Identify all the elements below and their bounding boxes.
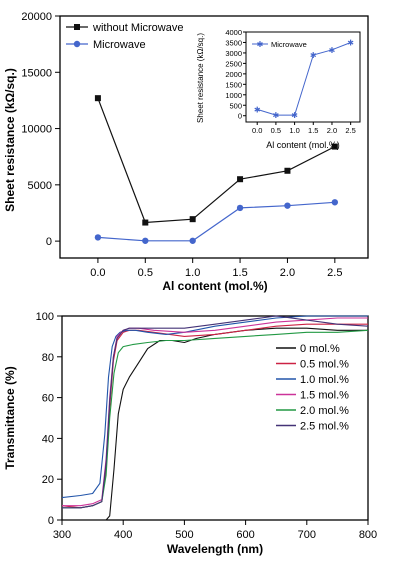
bottom-plot-frame [61, 315, 369, 521]
top-x-tick-label: 1.0 [185, 267, 200, 279]
inset-y-tick-label: 2500 [225, 59, 242, 68]
inset-data-point-star: ✱ [310, 51, 317, 60]
bottom-y-tick-label: 80 [42, 352, 54, 364]
bottom-x-axis-title: Wavelength (nm) [167, 542, 263, 556]
legend-label-without-microwave: without Microwave [92, 22, 183, 34]
bottom-legend-label: 2.0 mol.% [300, 405, 349, 417]
bottom-x-tick-label: 300 [53, 529, 71, 541]
bottom-x-tick-label: 600 [236, 529, 254, 541]
top-y-tick-label: 15000 [21, 67, 52, 79]
bottom-chart: 300 400 500 600 700 800 0 20 40 60 80 100 Wavelengt… [3, 311, 377, 556]
top-data-point-square [142, 219, 149, 226]
inset-y-tick-label: 500 [229, 101, 242, 110]
bottom-legend-label: 0.5 mol.% [300, 359, 349, 371]
inset-y-tick-label: 0 [238, 112, 242, 121]
bottom-y-tick-label: 100 [36, 311, 54, 323]
inset-legend-label: Microwave [271, 40, 307, 49]
bottom-x-tick-label: 500 [175, 529, 193, 541]
inset-y-tick-label: 3000 [225, 49, 242, 58]
top-x-tick-label: 0.0 [90, 267, 105, 279]
inset-x-tick-label: 0.5 [271, 126, 281, 135]
top-data-point-square [284, 167, 291, 174]
legend-marker-without-microwave [74, 24, 80, 30]
inset-y-tick-label: 1000 [225, 91, 242, 100]
bottom-series-line-0 [62, 327, 368, 521]
top-y-tick-label: 5000 [28, 180, 52, 192]
inset-x-tick-label: 0.0 [252, 126, 262, 135]
bottom-series-line-5 [62, 315, 369, 509]
top-legend: without Microwave Microwave [66, 22, 183, 51]
bottom-y-tick-label: 40 [42, 433, 54, 445]
top-data-point-circle [236, 204, 244, 212]
top-x-axis-title: Al content (mol.%) [162, 279, 267, 293]
inset-x-tick-label: 2.0 [327, 126, 337, 135]
inset-x-tick-label: 1.0 [289, 126, 299, 135]
inset-data-point-star: ✱ [291, 111, 298, 120]
inset-x-tick-label: 2.5 [345, 126, 355, 135]
top-data-point-circle [142, 237, 149, 244]
top-series-layer [94, 95, 339, 244]
bottom-y-axis-title: Transmittance (%) [3, 366, 17, 469]
bottom-x-tick-label: 400 [114, 529, 132, 541]
bottom-legend-label: 1.5 mol.% [300, 390, 349, 402]
inset-data-point-star: ✱ [347, 38, 354, 47]
top-data-point-square [331, 143, 338, 150]
top-y-axis-title: Sheet resistance (kΩ/sq.) [3, 68, 17, 212]
inset-x-axis-title: Al content (mol.%) [266, 140, 340, 150]
top-data-point-square [237, 176, 244, 183]
top-y-tick-label: 10000 [21, 124, 52, 136]
top-y-tick-label: 20000 [21, 11, 52, 23]
bottom-y-tick-label: 60 [42, 393, 54, 405]
top-x-tick-label: 1.5 [232, 267, 247, 279]
top-data-point-square [94, 95, 101, 102]
bottom-x-tick-label: 800 [359, 529, 377, 541]
top-data-point-circle [189, 237, 196, 244]
inset-series-line-0 [257, 42, 351, 116]
inset-data-point-star: ✱ [329, 46, 336, 55]
inset-legend-star-icon: ✱ [257, 40, 264, 49]
legend-marker-microwave [73, 40, 81, 48]
bottom-legend-label: 2.5 mol.% [300, 421, 349, 433]
top-data-point-square [189, 216, 196, 223]
top-x-tick-label: 2.0 [280, 267, 295, 279]
bottom-legend-label: 0 mol.% [300, 343, 340, 355]
bottom-y-tick-label: 0 [48, 515, 54, 527]
top-series-line-0 [97, 97, 336, 224]
inset-data-point-star: ✱ [254, 105, 261, 114]
inset-y-tick-label: 2000 [225, 70, 242, 79]
bottom-y-tick-label: 20 [42, 474, 54, 486]
legend-label-microwave: Microwave [93, 39, 146, 51]
top-series-line-1 [97, 201, 335, 242]
top-x-tick-label: 0.5 [138, 267, 153, 279]
top-data-point-circle [284, 202, 291, 209]
inset-y-tick-label: 1500 [225, 80, 242, 89]
top-data-point-circle [94, 234, 102, 241]
top-y-tick-label: 0 [46, 236, 52, 248]
inset-plot-frame [245, 31, 361, 123]
top-x-tick-label: 2.5 [327, 267, 342, 279]
bottom-legend-label: 1.0 mol.% [300, 374, 349, 386]
bottom-axis-ticks: 300 400 500 600 700 800 0 20 40 60 80 100 [36, 311, 378, 541]
inset-series-layer: ✱ ✱ ✱ ✱ ✱ ✱ [254, 38, 354, 120]
bottom-series-layer [61, 315, 369, 521]
inset-y-tick-label: 3500 [225, 38, 242, 47]
inset-data-point-star: ✱ [273, 111, 280, 120]
bottom-legend: 0 mol.% 0.5 mol.% 1.0 mol.% 1.5 mol.% 2.0 mo… [276, 343, 349, 433]
top-data-point-circle [331, 199, 339, 206]
bottom-x-tick-label: 700 [298, 529, 316, 541]
inset-y-axis-title: Sheet resistance (kΩ/sq.) [196, 33, 205, 123]
inset-y-tick-label: 4000 [225, 28, 242, 37]
inset-x-tick-label: 1.5 [308, 126, 318, 135]
bottom-series-line-2 [61, 315, 368, 499]
